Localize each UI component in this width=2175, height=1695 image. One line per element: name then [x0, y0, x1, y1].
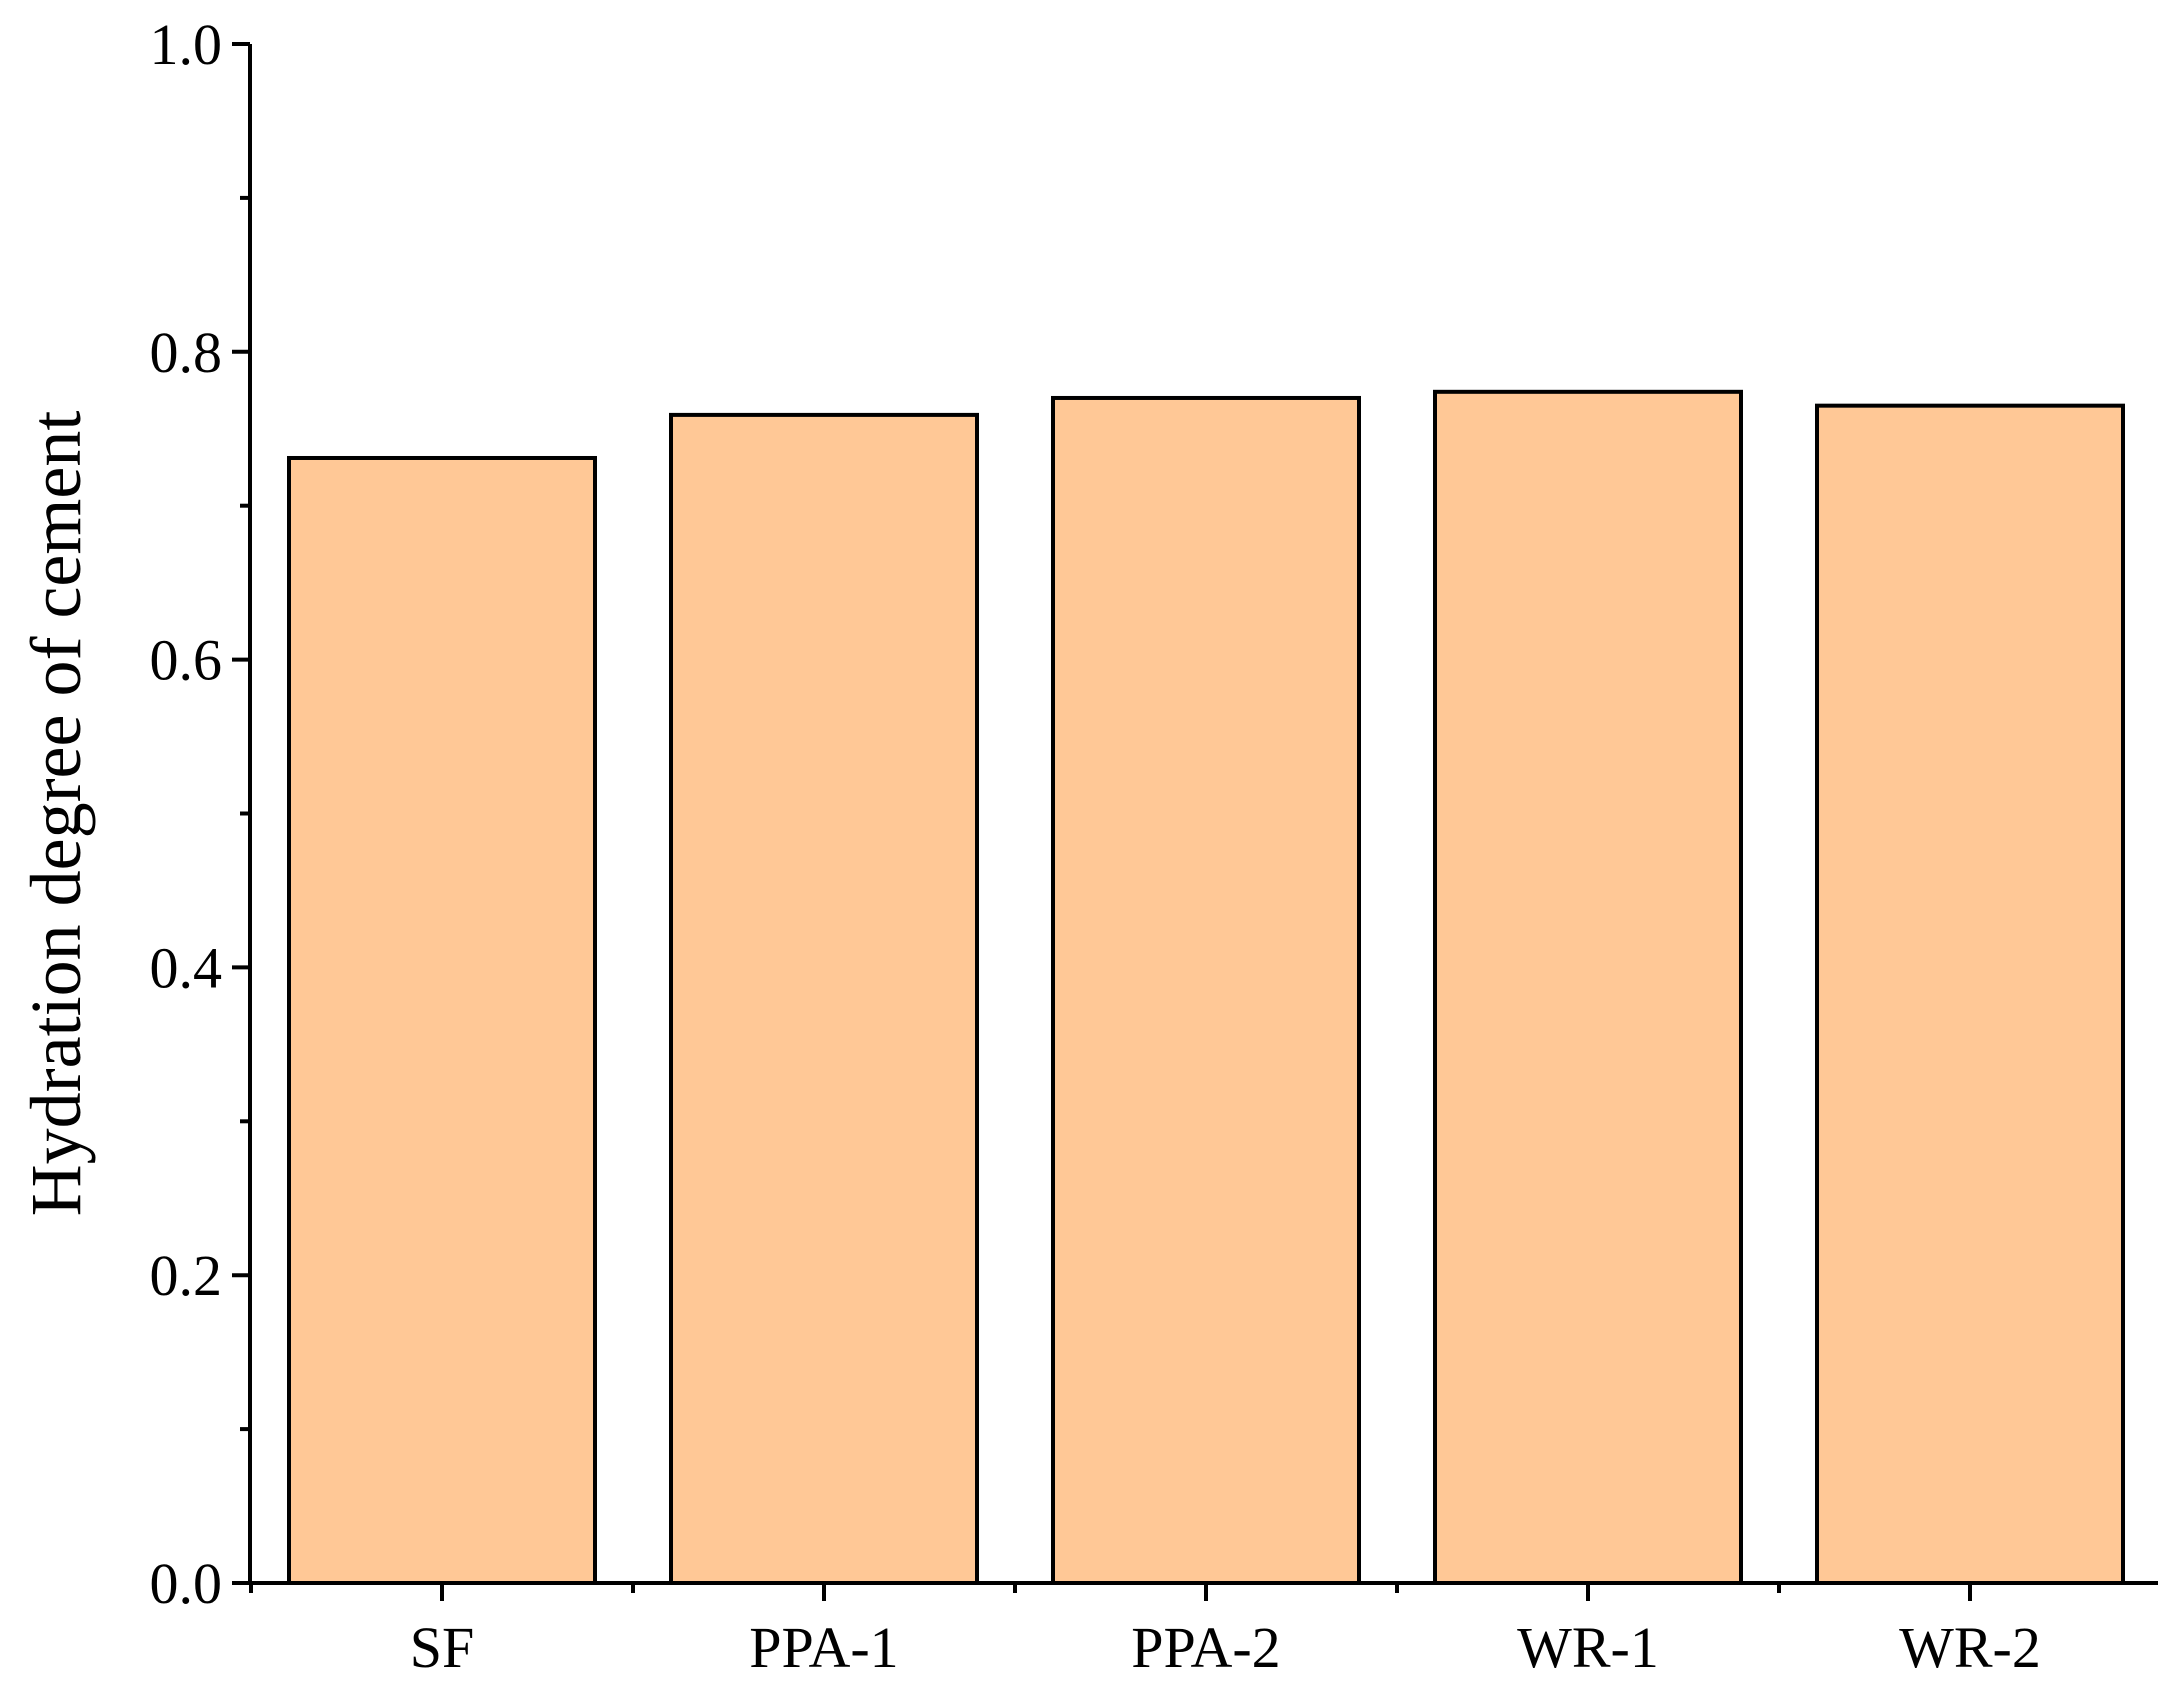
y-tick-label: 0.0	[150, 1551, 223, 1616]
bar-sf	[287, 455, 597, 1586]
y-tick-label: 0.2	[150, 1243, 223, 1308]
bar-wr-2	[1815, 403, 2125, 1585]
x-axis-ticks: SF PPA-1 PPA-2 WR-1 WR-2	[249, 1583, 2041, 1680]
x-tick-label: SF	[410, 1615, 475, 1680]
y-tick-label: 1.0	[150, 12, 223, 77]
x-tick-label: WR-1	[1517, 1615, 1659, 1680]
x-tick-label: WR-2	[1899, 1615, 2041, 1680]
bar-ppa-1	[669, 412, 979, 1585]
y-axis-ticks: 0.0 0.2 0.4 0.6 0.8 1.0	[150, 12, 250, 1616]
y-tick-label: 0.4	[150, 935, 223, 1000]
bars-group	[287, 389, 2125, 1586]
y-axis-title: Hydration degree of cement	[16, 411, 96, 1217]
y-tick-label: 0.8	[150, 320, 223, 385]
x-tick-label: PPA-1	[749, 1615, 898, 1680]
x-tick-label: PPA-2	[1131, 1615, 1280, 1680]
bar-ppa-2	[1051, 395, 1361, 1586]
y-tick-label: 0.6	[150, 628, 223, 693]
bar-wr-1	[1433, 389, 1743, 1586]
